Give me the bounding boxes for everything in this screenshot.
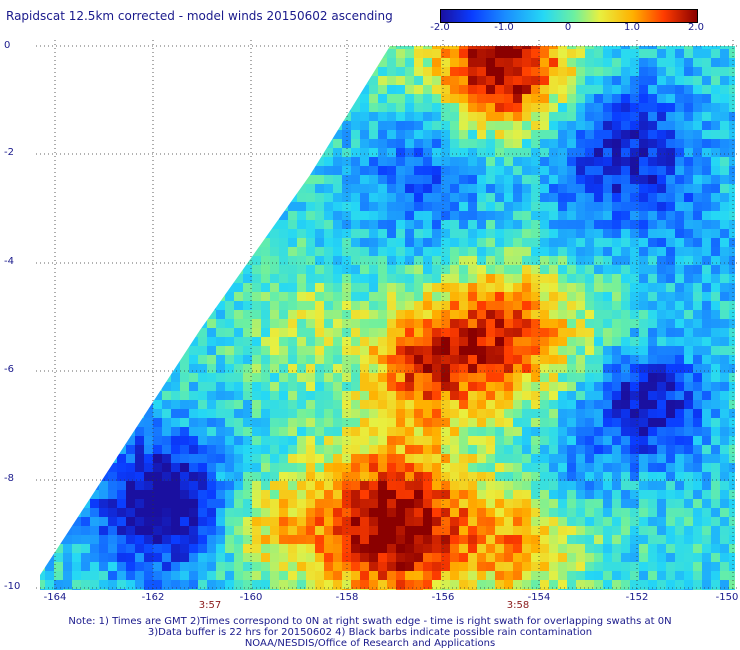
- footnote-line-3: NOAA/NESDIS/Office of Research and Appli…: [244, 638, 496, 649]
- y-tick-label: -10: [4, 581, 21, 592]
- y-tick-label: -6: [4, 364, 14, 375]
- x-tick-label: -158: [335, 592, 359, 603]
- x-tick-label: -150: [715, 592, 739, 603]
- y-tick-label: -8: [4, 473, 14, 484]
- y-tick-label: 0: [4, 40, 11, 51]
- time-label: 3:58: [506, 600, 530, 611]
- time-label: 3:57: [198, 600, 222, 611]
- colorbar-tick-label: 0: [564, 22, 572, 33]
- x-tick-label: -152: [625, 592, 649, 603]
- y-tick-label: -4: [4, 256, 14, 267]
- footnote-line-2: 3)Data buffer is 22 hrs for 20150602 4) …: [147, 627, 593, 638]
- colorbar-tick-label: 1.0: [624, 22, 640, 33]
- x-tick-label: -154: [527, 592, 551, 603]
- footnote-line-1: Note: 1) Times are GMT 2)Times correspon…: [68, 616, 672, 627]
- map-title: Rapidscat 12.5km corrected - model winds…: [6, 9, 393, 23]
- x-tick-label: -164: [43, 592, 67, 603]
- x-tick-label: -162: [141, 592, 165, 603]
- colorbar-tick-label: 2.0: [688, 22, 704, 33]
- colorbar-tick-label: -2.0: [430, 22, 450, 33]
- colorbar-tick-label: -1.0: [494, 22, 514, 33]
- colorbar: [440, 9, 698, 23]
- x-tick-label: -156: [431, 592, 455, 603]
- y-tick-label: -2: [4, 147, 14, 158]
- x-tick-label: -160: [239, 592, 263, 603]
